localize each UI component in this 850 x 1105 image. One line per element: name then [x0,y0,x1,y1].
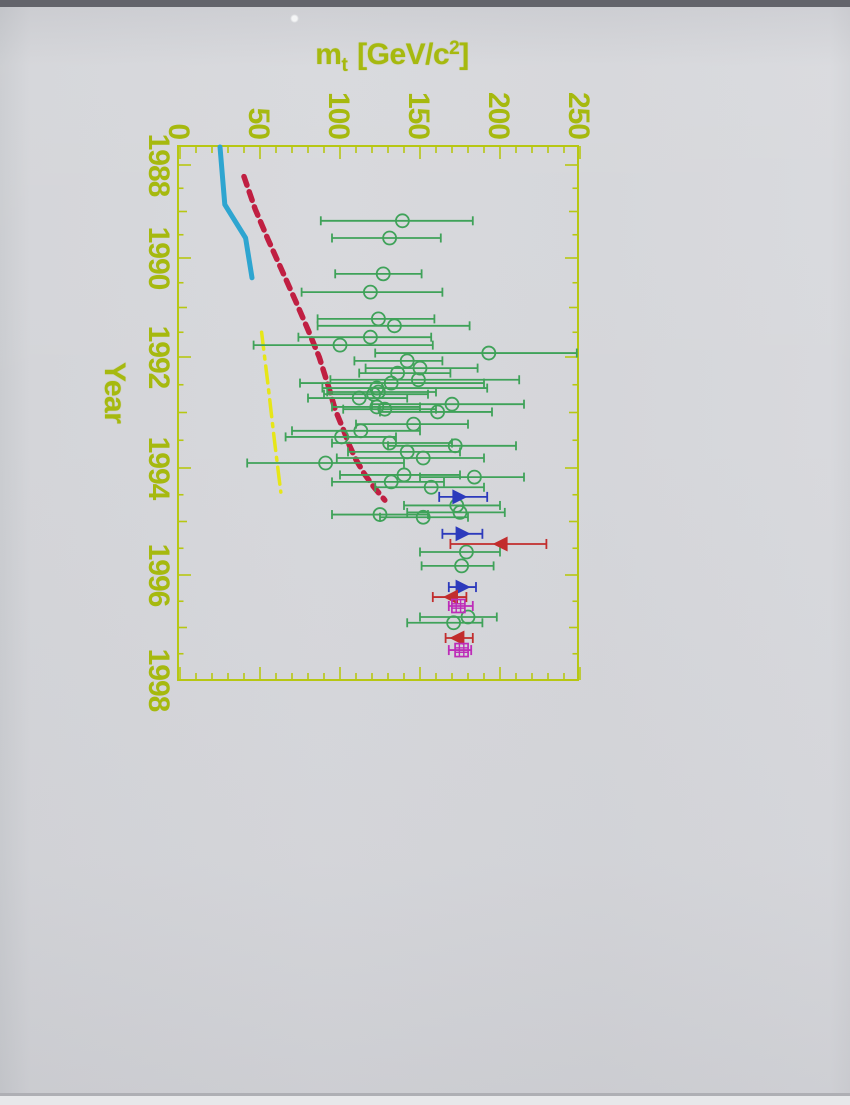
indirect-electroweak-fits-point [379,404,493,420]
indirect-electroweak-fits-point [353,353,444,369]
d0-direct-measurement-point [444,630,474,646]
indirect-electroweak-fits-point [299,375,485,391]
indirect-electroweak-fits-point [406,505,506,520]
indirect-electroweak-fits-point [319,213,474,229]
indirect-electroweak-fits-point [379,509,469,525]
mass-tick-label: 150 [402,92,435,139]
mass-axis-title-mid: [GeV/c [349,38,450,71]
indirect-electroweak-fits-point [297,329,433,345]
indirect-electroweak-fits-point [300,284,444,300]
scan-bottom-edge [0,1096,850,1105]
indirect-electroweak-fits-point [284,429,397,445]
indirect-electroweak-fits-point [419,469,525,485]
indirect-electroweak-fits-point [323,386,429,402]
mass-tick-label: 250 [562,92,595,139]
indirect-electroweak-fits-point [419,544,501,560]
mass-axis-title-suffix: ] [459,38,469,71]
indirect-electroweak-fits-point [374,479,485,495]
mass-tick-label: 50 [242,108,275,140]
dashdot-lower-bound-line [259,330,283,494]
cdf-direct-measurement-point [447,579,477,595]
indirect-electroweak-fits-point [246,455,405,471]
ee-collider-lower-bound-line [217,144,255,281]
year-tick-label: 1996 [142,544,175,607]
indirect-electroweak-fits-point [364,360,479,376]
indirect-electroweak-fits-point [329,372,521,388]
indirect-electroweak-fits-point [331,474,445,490]
year-tick-label: 1998 [142,649,175,712]
indirect-electroweak-fits-point [326,384,437,400]
indirect-electroweak-fits-point [374,345,578,361]
cdf-direct-measurement-point [438,489,489,505]
indirect-electroweak-fits-point [307,390,409,406]
mass-axis-title-superscript: 2 [449,38,460,59]
year-tick-label: 1990 [142,227,175,290]
indirect-electroweak-fits-point [420,558,495,574]
indirect-electroweak-fits-point [291,423,421,439]
indirect-electroweak-fits-point [335,450,485,466]
mass-tick-label: 0 [162,123,195,139]
world-average-point [447,642,473,658]
indirect-electroweak-fits-point [403,498,501,513]
d0-direct-measurement-point [449,536,548,552]
scan-top-edge [0,0,850,7]
indirect-electroweak-fits-point [355,416,469,432]
indirect-electroweak-fits-point [347,444,461,460]
year-tick-label: 1994 [142,437,175,501]
indirect-electroweak-fits-point [331,230,442,246]
mass-axis-title-prefix: m [315,38,342,71]
mass-axis-title-subscript: t [341,55,348,76]
indirect-electroweak-fits-point [316,318,471,334]
scan-bottom-line [0,1093,850,1096]
year-tick-label: 1988 [142,134,175,197]
mass-tick-label: 200 [482,92,515,139]
mass-tick-label: 100 [322,92,355,139]
indirect-electroweak-fits-point [334,266,423,282]
year-tick-label: 1992 [142,326,175,389]
indirect-electroweak-fits-point [316,311,436,327]
d0-direct-measurement-point [431,589,468,605]
mass-axis-title: mt [GeV/c2] [315,38,469,77]
scan-speck [290,14,299,23]
indirect-electroweak-fits-point [339,467,461,483]
world-average-point [447,598,474,614]
cdf-direct-measurement-point [441,526,484,542]
indirect-electroweak-fits-point [252,337,434,353]
indirect-electroweak-fits-point [406,615,484,631]
